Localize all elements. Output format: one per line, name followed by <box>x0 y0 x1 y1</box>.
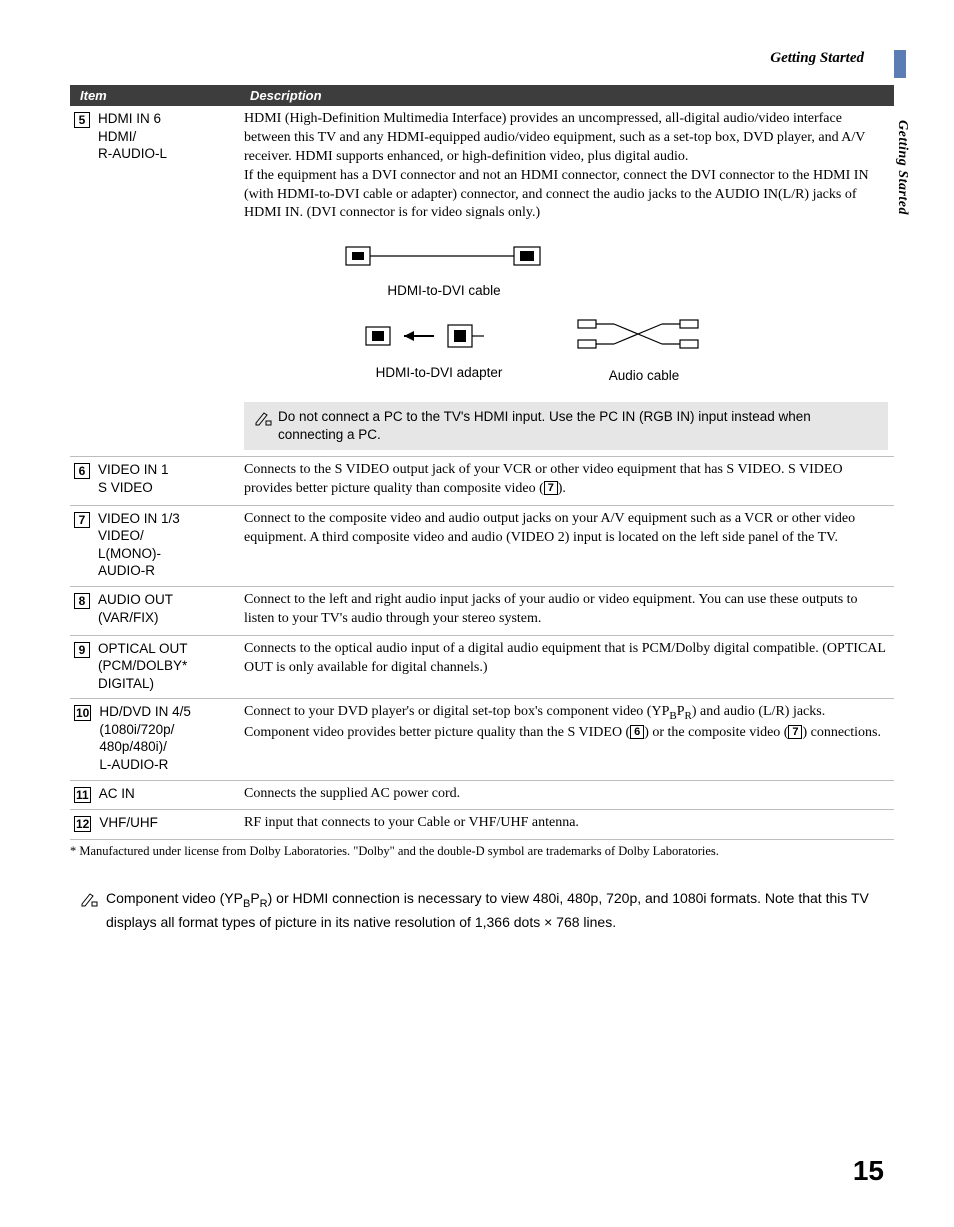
connectors-table: Item Description 5 HDMI IN 6 HDMI/ R-AUD… <box>70 85 894 840</box>
footnote: * Manufactured under license from Dolby … <box>70 844 894 859</box>
item-number: 6 <box>74 463 90 479</box>
hdmi-dvi-cable-icon <box>344 241 544 271</box>
note-box: Do not connect a PC to the TV's HDMI inp… <box>244 402 888 450</box>
page-number: 15 <box>853 1155 884 1187</box>
item-number: 10 <box>74 705 91 721</box>
item-number: 7 <box>74 512 90 528</box>
item-description: HDMI (High-Definition Multimedia Interfa… <box>244 110 888 167</box>
header-section: Getting Started <box>70 50 864 67</box>
cable-diagrams: HDMI-to-DVI cable <box>244 241 888 385</box>
item-label: OPTICAL OUT (PCM/DOLBY* DIGITAL) <box>98 640 188 693</box>
table-row: 9 OPTICAL OUT (PCM/DOLBY* DIGITAL) Conne… <box>70 635 894 699</box>
item-label: VHF/UHF <box>99 814 158 832</box>
item-label: VIDEO IN 1 S VIDEO <box>98 461 169 496</box>
table-row: 5 HDMI IN 6 HDMI/ R-AUDIO-L HDMI (High-D… <box>70 106 894 457</box>
hdmi-dvi-adapter-icon <box>364 319 514 353</box>
item-label: HD/DVD IN 4/5 (1080i/720p/ 480p/480i)/ L… <box>99 703 191 773</box>
item-description: If the equipment has a DVI connector and… <box>244 167 888 224</box>
item-description: Connect to the left and right audio inpu… <box>240 586 894 635</box>
col-header-item: Item <box>70 85 240 106</box>
diagram-caption: HDMI-to-DVI adapter <box>364 364 514 382</box>
item-number: 12 <box>74 816 91 832</box>
item-description: Connect to your DVD player's or digital … <box>240 699 894 780</box>
item-label: AUDIO OUT (VAR/FIX) <box>98 591 173 626</box>
item-number: 9 <box>74 642 90 658</box>
side-tab <box>894 50 906 450</box>
item-label: HDMI IN 6 HDMI/ R-AUDIO-L <box>98 110 167 163</box>
side-tab-label: Getting Started <box>894 120 910 215</box>
side-tab-accent <box>894 50 906 78</box>
item-description: Connect to the composite video and audio… <box>240 505 894 586</box>
table-row: 12 VHF/UHF RF input that connects to you… <box>70 810 894 840</box>
pencil-note-icon <box>80 891 98 907</box>
table-row: 11 AC IN Connects the supplied AC power … <box>70 780 894 810</box>
table-row: 8 AUDIO OUT (VAR/FIX) Connect to the lef… <box>70 586 894 635</box>
diagram-caption: HDMI-to-DVI cable <box>344 282 544 300</box>
item-number: 8 <box>74 593 90 609</box>
item-description: Connects to the optical audio input of a… <box>240 635 894 699</box>
item-description: Connects the supplied AC power cord. <box>240 780 894 810</box>
item-description: Connects to the S VIDEO output jack of y… <box>240 457 894 506</box>
item-label: VIDEO IN 1/3 VIDEO/ L(MONO)- AUDIO-R <box>98 510 180 580</box>
item-number: 5 <box>74 112 90 128</box>
item-label: AC IN <box>99 785 135 803</box>
pencil-note-icon <box>254 410 272 426</box>
table-row: 6 VIDEO IN 1 S VIDEO Connects to the S V… <box>70 457 894 506</box>
item-description: RF input that connects to your Cable or … <box>240 810 894 840</box>
bottom-note: Component video (YPBPR) or HDMI connecti… <box>70 889 894 932</box>
diagram-caption: Audio cable <box>574 367 714 385</box>
item-number: 11 <box>74 787 91 803</box>
table-row: 10 HD/DVD IN 4/5 (1080i/720p/ 480p/480i)… <box>70 699 894 780</box>
col-header-desc: Description <box>240 85 894 106</box>
table-row: 7 VIDEO IN 1/3 VIDEO/ L(MONO)- AUDIO-R C… <box>70 505 894 586</box>
audio-cable-icon <box>574 316 714 356</box>
note-text: Do not connect a PC to the TV's HDMI inp… <box>278 408 878 444</box>
